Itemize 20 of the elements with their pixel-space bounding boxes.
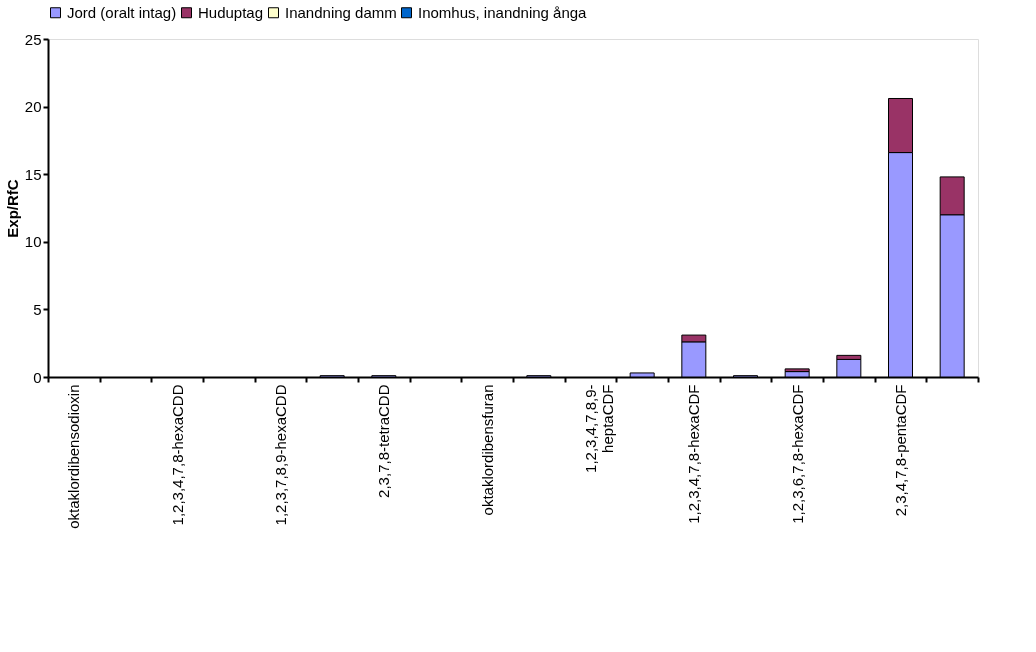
x-tick-label: 2,3,7,8-tetraCDD: [375, 384, 393, 498]
y-tick-label: 0: [33, 368, 42, 386]
legend-label: Jord (oralt intag): [67, 3, 177, 21]
x-tick-label: 1,2,3,6,7,8-hexaCDF: [788, 384, 806, 524]
x-tick-label: 1,2,3,7,8,9-hexaCDD: [272, 384, 289, 526]
x-tick-label: 2,3,4,7,8-pentaCDF: [892, 384, 909, 517]
legend-label: Huduptag: [198, 3, 264, 21]
y-tick-label: 20: [24, 98, 42, 116]
x-tick-label: 1,2,3,4,7,8-hexaCDF: [685, 384, 703, 524]
legend-label: Inandning damm: [285, 3, 397, 21]
x-tick-label: oktaklordibensodioxin: [65, 384, 83, 529]
y-axis-title: Exp/RfC: [3, 179, 21, 238]
y-tick-label: 15: [24, 165, 42, 183]
legend-label: Inomhus, inandning ånga: [418, 3, 588, 21]
y-tick-label: 5: [33, 300, 42, 318]
x-tick-label: oktaklordibensfuran: [478, 384, 496, 516]
x-tick-label: 1,2,3,4,7,8-hexaCDD: [168, 384, 186, 526]
x-tick-label: 1,2,3,4,7,8,9- heptaCDF: [582, 384, 616, 473]
y-tick-label: 25: [24, 30, 42, 48]
y-tick-label: 10: [24, 233, 42, 251]
